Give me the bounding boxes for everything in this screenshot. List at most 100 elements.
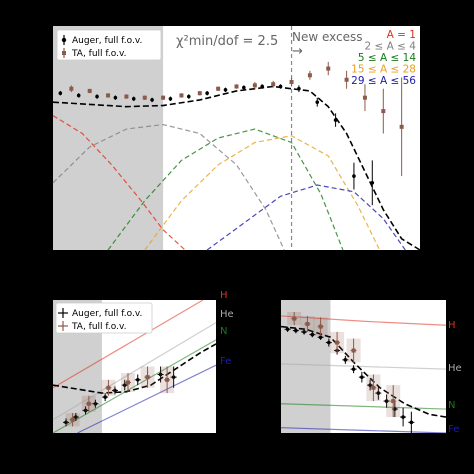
- top-auger-point: [95, 94, 99, 99]
- top-ta-point: [124, 94, 129, 99]
- bottom-right-auger-point: [368, 383, 372, 387]
- top-auger-point: [58, 91, 63, 95]
- top-ta-point: [161, 95, 166, 100]
- bottom-right-auger-point: [360, 375, 364, 379]
- top-ta-point: [326, 66, 331, 71]
- top-auger-point: [278, 84, 283, 89]
- bottom-left-ta-point: [145, 375, 150, 380]
- bottom-right-auger-point: [310, 332, 315, 337]
- bottom-right-ta-point: [292, 316, 297, 321]
- top-ta-point: [87, 88, 92, 93]
- mass-legend-entry-4: 29 ≤ A ≤ 56: [351, 75, 416, 87]
- bottom-right-ref-label-0: H: [448, 320, 456, 331]
- bottom-left-ref-line-1: [52, 322, 217, 421]
- bottom-left-auger-point: [135, 378, 140, 382]
- bottom-right-fit-curve: [280, 325, 447, 418]
- bottom-right-ref-label-2: N: [448, 400, 455, 411]
- top-component-curve-5: [107, 128, 344, 251]
- bottom-right-ta-point: [371, 385, 376, 390]
- bottom-left-ref-label-0: H: [220, 290, 228, 301]
- bottom-left-auger-point: [103, 395, 107, 399]
- bottom-left-auger-point: [83, 408, 88, 413]
- bottom-right-auger-point: [285, 327, 290, 332]
- bottom-right-auger-point: [327, 340, 331, 345]
- bottom-right-auger-point: [343, 358, 348, 362]
- bottom-left-legend: Auger, full f.o.v. TA, full f.o.v.: [55, 302, 153, 334]
- bl-legend-auger-label: Auger, full f.o.v.: [72, 309, 142, 319]
- bottom-left-ref-label-2: N: [220, 326, 227, 337]
- bottom-right-auger-point: [393, 407, 397, 411]
- bottom-right-ta-point: [335, 340, 340, 345]
- bottom-left-ref-line-0: [52, 299, 204, 389]
- mass-legend-entry-0: A = 1: [387, 29, 416, 41]
- bottom-left-auger-point: [122, 383, 127, 387]
- bottom-right-auger-point: [384, 399, 389, 403]
- top-auger-point: [150, 98, 154, 102]
- bottom-left-ta-point: [165, 377, 170, 382]
- bottom-right-ta-point: [305, 321, 310, 326]
- top-ta-point: [106, 93, 111, 98]
- bottom-right-ref-label-3: Fe: [448, 424, 459, 435]
- bottom-right-ref-line-0: [280, 315, 447, 326]
- top-legend-frame: [56, 29, 162, 61]
- top-legend-ta-label: TA, full f.o.v.: [71, 49, 126, 59]
- top-auger-point: [223, 88, 228, 92]
- bottom-left-ref-line-3: [77, 364, 217, 434]
- top-ta-point: [362, 95, 367, 100]
- bottom-right-auger-point: [294, 328, 298, 333]
- bottom-left-auger-point: [74, 415, 78, 419]
- top-auger-point: [315, 100, 320, 104]
- bottom-left-ref-line-2: [52, 339, 217, 434]
- bottom-right-auger-point: [409, 420, 414, 425]
- top-auger-point: [370, 181, 375, 185]
- top-auger-point: [168, 97, 173, 101]
- bl-legend-ta-label: TA, full f.o.v.: [71, 322, 126, 332]
- top-component-curve-4: [52, 123, 285, 251]
- top-auger-point: [242, 85, 246, 90]
- top-legend-auger-dot: [61, 37, 67, 43]
- top-panel: χ²min/dof = 2.5 New excess → Auger, full…: [52, 26, 421, 251]
- new-excess-arrow: →: [292, 44, 303, 59]
- top-auger-point: [76, 93, 81, 98]
- bottom-right-auger-point: [376, 391, 381, 395]
- top-auger-point: [333, 118, 338, 122]
- bottom-left-ref-label-3: Fe: [220, 356, 231, 367]
- top-legend-auger-label: Auger, full f.o.v.: [72, 36, 142, 46]
- bottom-left-auger-point: [93, 401, 98, 406]
- bottom-left-ta-point: [86, 401, 91, 406]
- mass-legend-entry-1: 2 ≤ A ≤ 4: [365, 41, 417, 53]
- top-component-curve-7: [206, 184, 406, 251]
- top-ta-point: [399, 124, 404, 129]
- bottom-right-auger-point: [401, 415, 405, 419]
- top-ta-point: [252, 83, 257, 88]
- top-legend: Auger, full f.o.v. TA, full f.o.v.: [56, 29, 162, 61]
- bottom-right-ta-point: [351, 348, 356, 353]
- top-auger-point: [113, 95, 118, 100]
- top-legend-ta-dot: [62, 51, 66, 55]
- top-auger-point: [205, 91, 209, 95]
- top-ta-point: [142, 95, 147, 100]
- bottom-right-ref-line-1: [280, 363, 447, 370]
- top-ta-point: [216, 86, 221, 91]
- top-auger-point: [260, 84, 264, 89]
- bottom-left-auger-point: [171, 375, 176, 379]
- bottom-left-auger-point: [64, 420, 68, 425]
- mass-legend-entry-2: 5 ≤ A ≤ 14: [358, 52, 416, 64]
- top-shaded-region: [53, 26, 164, 250]
- top-auger-point: [352, 174, 356, 178]
- bottom-left-ta-point: [125, 380, 130, 385]
- bottom-right-ta-point: [391, 399, 396, 404]
- bottom-left-ta-point: [70, 417, 75, 422]
- bottom-right-auger-point: [302, 330, 306, 334]
- bottom-left-auger-point: [113, 388, 117, 393]
- bottom-right-panel: H He N Fe: [280, 300, 462, 435]
- top-ta-point: [344, 77, 349, 82]
- top-auger-point: [297, 86, 301, 91]
- top-ta-point: [69, 86, 74, 91]
- top-ta-point: [289, 80, 294, 84]
- top-ta-point: [271, 82, 276, 87]
- chi2-annotation: χ²min/dof = 2.5: [176, 34, 278, 49]
- top-ta-point: [307, 73, 312, 78]
